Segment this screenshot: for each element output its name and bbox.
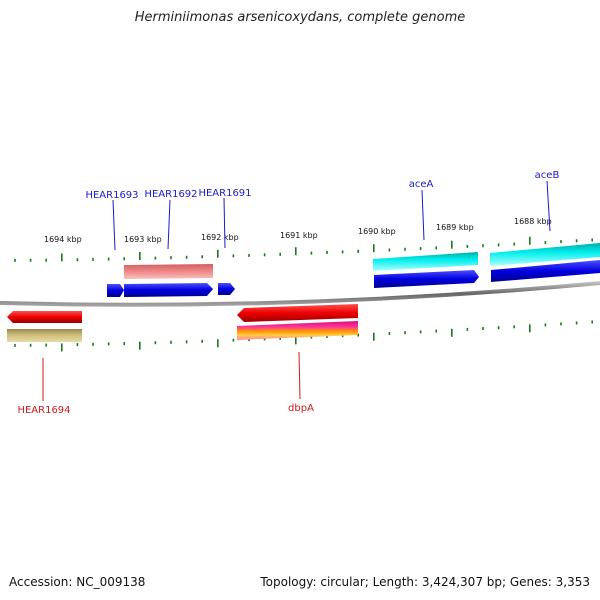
kbp-label: 1691 kbp bbox=[280, 231, 318, 240]
gene-label[interactable]: HEAR1692 bbox=[144, 189, 197, 200]
kbp-label: 1694 kbp bbox=[44, 235, 82, 244]
gene-label[interactable]: HEAR1693 bbox=[85, 190, 138, 201]
gene-labels: HEAR1693 HEAR1692 HEAR1691 aceA aceB HEA… bbox=[17, 170, 559, 416]
upper-tick-row bbox=[14, 236, 594, 262]
gene-arrow[interactable] bbox=[374, 270, 479, 288]
gene-arrow[interactable] bbox=[237, 321, 358, 340]
kbp-label: 1692 kbp bbox=[201, 233, 239, 242]
gene-label[interactable]: dbpA bbox=[288, 403, 314, 414]
leader-line bbox=[167, 199, 171, 250]
gene-arrow[interactable] bbox=[124, 283, 213, 297]
gene-arrow[interactable] bbox=[237, 304, 358, 322]
genome-backbone bbox=[0, 281, 600, 307]
reverse-genes bbox=[7, 304, 358, 342]
kbp-label: 1693 kbp bbox=[124, 235, 162, 244]
genome-summary-text: Topology: circular; Length: 3,424,307 bp… bbox=[260, 575, 590, 589]
gene-arrow[interactable] bbox=[7, 329, 82, 342]
kbp-label: 1690 kbp bbox=[358, 227, 396, 236]
leader-line bbox=[298, 351, 301, 400]
gene-arrow[interactable] bbox=[491, 260, 600, 282]
kbp-label: 1689 kbp bbox=[436, 223, 474, 232]
gene-arrow[interactable] bbox=[490, 243, 600, 266]
gene-label[interactable]: HEAR1691 bbox=[198, 188, 251, 199]
genome-title: Herminiimonas arsenicoxydans, complete g… bbox=[134, 10, 466, 25]
gene-arrow[interactable] bbox=[7, 311, 82, 323]
leader-line bbox=[546, 180, 551, 232]
gene-label[interactable]: aceA bbox=[409, 179, 434, 190]
gene-arrow[interactable] bbox=[373, 252, 478, 271]
leader-line bbox=[421, 189, 425, 241]
gene-label[interactable]: aceB bbox=[535, 170, 560, 181]
leader-line bbox=[112, 199, 116, 251]
kbp-label: 1688 kbp bbox=[514, 217, 552, 226]
gene-arrow[interactable] bbox=[107, 284, 124, 297]
gene-arrow[interactable] bbox=[124, 264, 213, 279]
gene-label[interactable]: HEAR1694 bbox=[17, 405, 70, 416]
lower-tick-row bbox=[14, 320, 594, 352]
gene-arrow[interactable] bbox=[218, 283, 235, 295]
kbp-scale: 1694 kbp 1693 kbp 1692 kbp 1691 kbp 1690… bbox=[44, 217, 552, 244]
leader-line bbox=[223, 197, 226, 249]
forward-genes bbox=[107, 243, 600, 297]
label-leaders bbox=[42, 180, 551, 401]
accession-text: Accession: NC_009138 bbox=[9, 575, 146, 589]
